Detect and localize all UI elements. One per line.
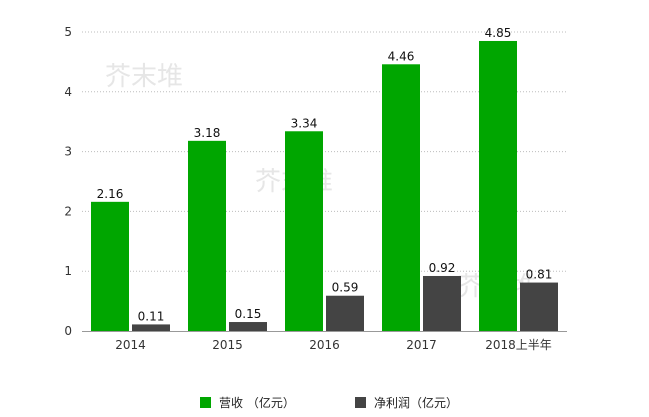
- bar-revenue-1: [188, 140, 226, 331]
- legend-label-net-profit: 净利润（亿元）: [374, 396, 459, 410]
- x-tick-label-1: 2015: [212, 338, 243, 352]
- data-label-net-profit-1: 0.15: [235, 307, 262, 321]
- watermark-0: 芥末堆: [105, 62, 183, 92]
- y-tick-label-1: 1: [64, 264, 72, 278]
- data-labels: 2.16 0.11 3.18 0.15 3.34 0.59 4.46 0.92 4.85 0.81: [97, 26, 553, 323]
- legend-item-revenue[interactable]: 营收 （亿元）: [200, 394, 295, 411]
- legend: 营收 （亿元） 净利润（亿元）: [0, 394, 649, 412]
- data-label-net-profit-4: 0.81: [526, 268, 553, 282]
- x-tick-label-4: 2018上半年: [485, 338, 552, 352]
- data-label-revenue-1: 3.18: [194, 126, 221, 140]
- data-label-revenue-2: 3.34: [291, 116, 318, 130]
- bar-revenue-2: [285, 131, 323, 331]
- y-tick-label-0: 0: [64, 324, 72, 338]
- legend-swatch-net-profit: [355, 397, 366, 408]
- y-tick-label-2: 2: [64, 204, 72, 218]
- data-label-net-profit-2: 0.59: [332, 281, 359, 295]
- y-tick-label-3: 3: [64, 145, 72, 159]
- y-axis-tick-labels: 0 1 2 3 4 5: [64, 25, 72, 338]
- bar-revenue-0: [91, 201, 129, 331]
- bar-net-profit-2: [326, 295, 364, 331]
- x-tick-label-2: 2016: [309, 338, 340, 352]
- data-label-revenue-4: 4.85: [485, 26, 512, 40]
- legend-swatch-revenue: [200, 397, 211, 408]
- x-tick-label-3: 2017: [406, 338, 437, 352]
- legend-item-net-profit[interactable]: 净利润（亿元）: [355, 394, 458, 411]
- legend-label-revenue: 营收 （亿元）: [219, 396, 295, 410]
- y-tick-label-4: 4: [64, 85, 72, 99]
- bar-revenue-3: [382, 64, 420, 332]
- data-label-net-profit-3: 0.92: [429, 261, 456, 275]
- bar-net-profit-0: [132, 324, 170, 331]
- data-label-revenue-0: 2.16: [97, 187, 124, 201]
- bar-net-profit-4: [520, 282, 558, 331]
- x-tick-label-0: 2014: [115, 338, 146, 352]
- bar-net-profit-3: [423, 275, 461, 331]
- y-tick-label-5: 5: [64, 25, 72, 39]
- bar-revenue-4: [479, 40, 517, 331]
- data-label-revenue-3: 4.46: [388, 49, 415, 63]
- bar-net-profit-1: [229, 322, 267, 331]
- bars: [91, 40, 558, 332]
- x-axis-tick-labels: 2014 2015 2016 2017 2018上半年: [115, 338, 552, 352]
- data-label-net-profit-0: 0.11: [138, 309, 165, 323]
